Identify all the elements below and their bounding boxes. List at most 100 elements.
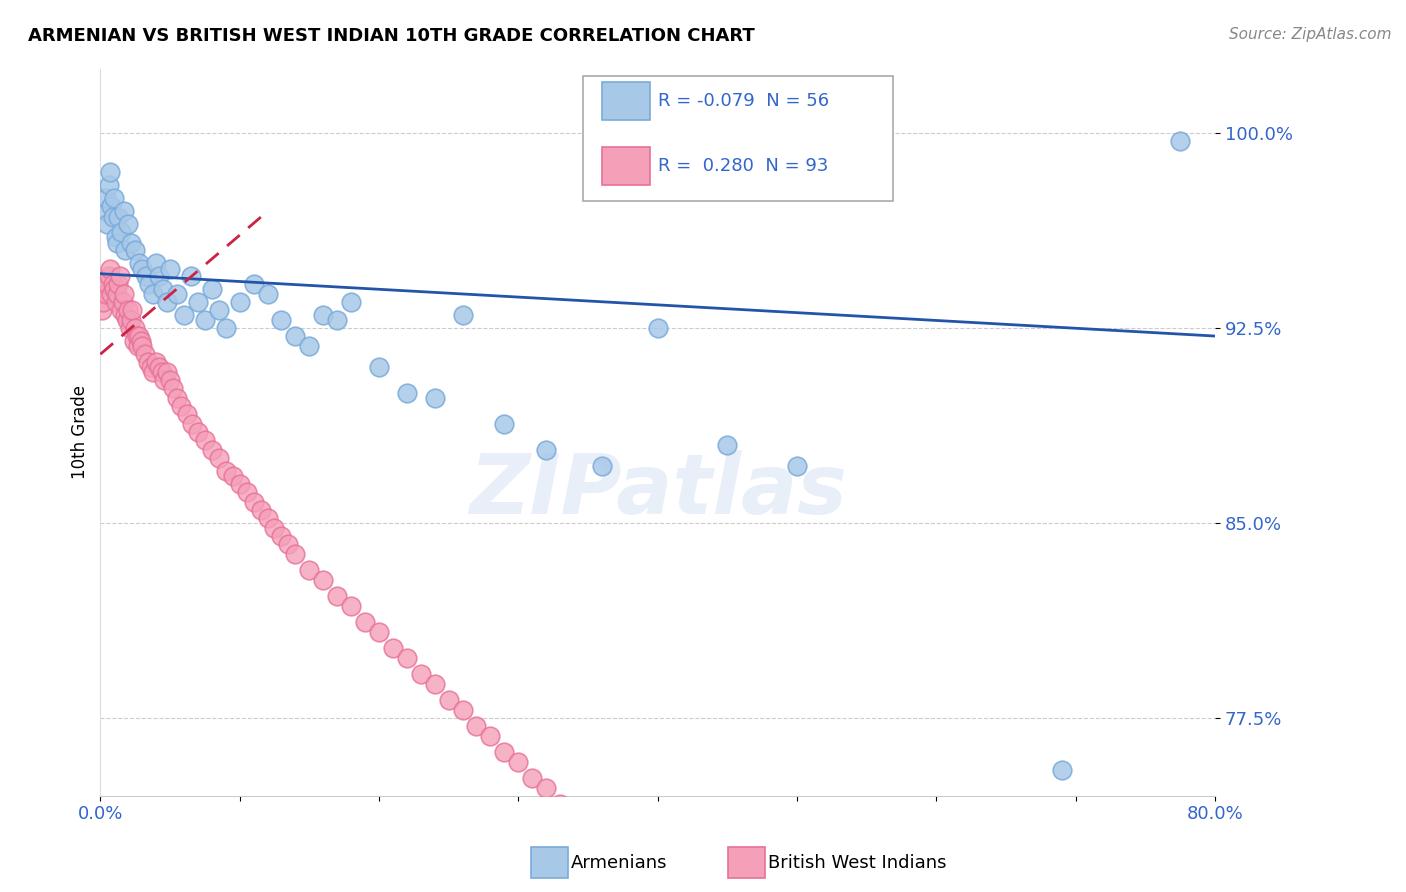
Point [409,666,432,681]
Point [107,277,129,291]
Point [242,495,264,509]
Point [136,355,159,369]
Point [647,321,669,335]
Point [201,282,224,296]
Point [277,537,299,551]
Point [100,287,122,301]
Point [124,244,146,258]
Point [395,386,418,401]
Point [124,321,146,335]
Point [159,261,181,276]
Point [98,261,121,276]
Point [494,745,516,759]
Point [508,755,530,769]
Point [93,204,115,219]
Point [242,277,264,291]
Point [120,313,142,327]
Point [108,269,131,284]
Point [270,529,292,543]
Point [1050,763,1073,777]
Point [118,321,141,335]
Point [104,295,127,310]
Point [298,563,321,577]
Point [437,692,460,706]
Point [114,244,136,258]
Point [152,282,174,296]
Point [120,235,142,250]
Point [591,458,613,473]
Point [423,392,446,406]
Point [129,334,152,349]
Point [194,313,217,327]
Point [249,503,271,517]
Point [145,256,167,270]
Point [215,321,238,335]
Point [187,425,209,439]
Point [100,199,122,213]
Point [494,417,516,432]
Point [176,407,198,421]
Point [256,511,278,525]
Point [395,651,418,665]
Point [93,282,115,296]
Point [110,225,132,239]
Point [97,269,120,284]
Point [354,615,377,629]
Point [222,469,245,483]
Point [166,287,188,301]
Point [479,729,502,743]
Point [139,360,162,375]
Point [208,303,231,318]
Point [228,295,250,310]
Point [263,521,285,535]
Point [605,848,627,863]
Point [423,677,446,691]
Point [187,295,209,310]
Point [148,269,170,284]
Point [534,780,557,795]
Point [148,360,170,375]
Point [312,573,335,587]
Point [103,282,125,296]
Point [522,771,544,785]
Point [326,313,349,327]
Point [101,210,124,224]
Point [115,313,138,327]
Point [284,547,307,561]
Point [125,329,148,343]
Point [633,874,655,888]
Point [208,451,231,466]
Point [112,204,135,219]
Point [228,477,250,491]
Point [96,218,118,232]
Point [619,859,641,873]
Y-axis label: 10th Grade: 10th Grade [72,385,89,479]
Point [368,360,391,375]
Point [716,438,738,452]
Point [94,191,117,205]
Point [180,269,202,284]
Point [91,295,114,310]
Point [340,599,363,614]
Point [105,287,128,301]
Point [534,443,557,458]
Point [159,373,181,387]
Text: ZIPatlas: ZIPatlas [468,450,846,531]
Point [107,210,129,224]
Point [101,277,124,291]
Point [201,443,224,458]
Point [591,833,613,847]
Point [117,303,139,318]
Point [156,365,179,379]
Point [150,365,173,379]
Point [235,484,257,499]
Point [111,295,134,310]
Point [576,822,599,837]
Point [451,308,474,322]
Point [166,392,188,406]
Text: British West Indians: British West Indians [768,854,946,871]
Point [96,277,118,291]
Point [97,178,120,193]
Text: Armenians: Armenians [571,854,668,871]
Point [128,329,150,343]
